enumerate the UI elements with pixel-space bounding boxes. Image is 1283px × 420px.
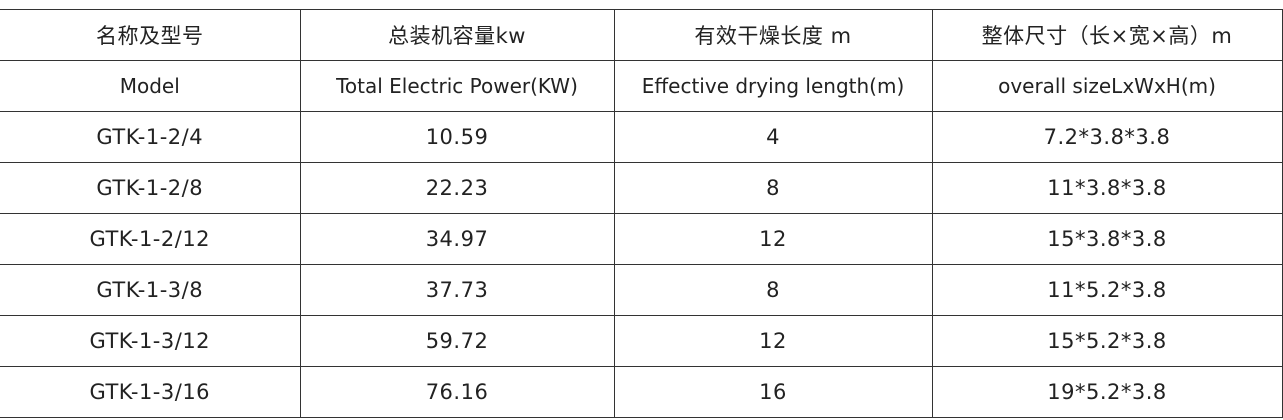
- cell: 15*5.2*3.8: [931, 315, 1283, 367]
- cell: 8: [613, 162, 933, 214]
- table-body: 名称及型号 总装机容量kw 有效干燥长度 m 整体尺寸（长×宽×高）m Model Tot…: [0, 9, 1283, 418]
- cell: 59.72: [299, 315, 615, 367]
- cell: GTK-1-3/16: [0, 366, 301, 418]
- cell: 10.59: [299, 111, 615, 163]
- cell: 4: [613, 111, 933, 163]
- cell: Model: [0, 60, 301, 112]
- spec-table: 名称及型号 总装机容量kw 有效干燥长度 m 整体尺寸（长×宽×高）m Model Tot…: [0, 9, 1283, 418]
- cell: Effective drying length(m): [613, 60, 933, 112]
- cell: 整体尺寸（长×宽×高）m: [931, 9, 1283, 61]
- cell: 37.73: [299, 264, 615, 316]
- data-row: GTK-1-3/8 37.73 8 11*5.2*3.8: [0, 264, 1283, 316]
- data-row: GTK-1-2/8 22.23 8 11*3.8*3.8: [0, 162, 1283, 214]
- data-row: GTK-1-3/16 76.16 16 19*5.2*3.8: [0, 366, 1283, 418]
- cell: 34.97: [299, 213, 615, 265]
- data-row: GTK-1-2/12 34.97 12 15*3.8*3.8: [0, 213, 1283, 265]
- cell: 11*3.8*3.8: [931, 162, 1283, 214]
- cell: GTK-1-3/12: [0, 315, 301, 367]
- cell: Total Electric Power(KW): [299, 60, 615, 112]
- cell: 有效干燥长度 m: [613, 9, 933, 61]
- cell: 12: [613, 315, 933, 367]
- cell: GTK-1-2/4: [0, 111, 301, 163]
- cell: 12: [613, 213, 933, 265]
- cell: overall sizeLxWxH(m): [931, 60, 1283, 112]
- cell: 76.16: [299, 366, 615, 418]
- cell: GTK-1-3/8: [0, 264, 301, 316]
- data-row: GTK-1-2/4 10.59 4 7.2*3.8*3.8: [0, 111, 1283, 163]
- cell: 16: [613, 366, 933, 418]
- cell: 名称及型号: [0, 9, 301, 61]
- data-row: GTK-1-3/12 59.72 12 15*5.2*3.8: [0, 315, 1283, 367]
- cell: GTK-1-2/8: [0, 162, 301, 214]
- cell: 19*5.2*3.8: [931, 366, 1283, 418]
- cell: 8: [613, 264, 933, 316]
- cell: 总装机容量kw: [299, 9, 615, 61]
- cell: 11*5.2*3.8: [931, 264, 1283, 316]
- cell: 15*3.8*3.8: [931, 213, 1283, 265]
- cell: GTK-1-2/12: [0, 213, 301, 265]
- cell: 7.2*3.8*3.8: [931, 111, 1283, 163]
- cell: 22.23: [299, 162, 615, 214]
- header-row: 名称及型号 总装机容量kw 有效干燥长度 m 整体尺寸（长×宽×高）m: [0, 9, 1283, 61]
- header-row: Model Total Electric Power(KW) Effective d…: [0, 60, 1283, 112]
